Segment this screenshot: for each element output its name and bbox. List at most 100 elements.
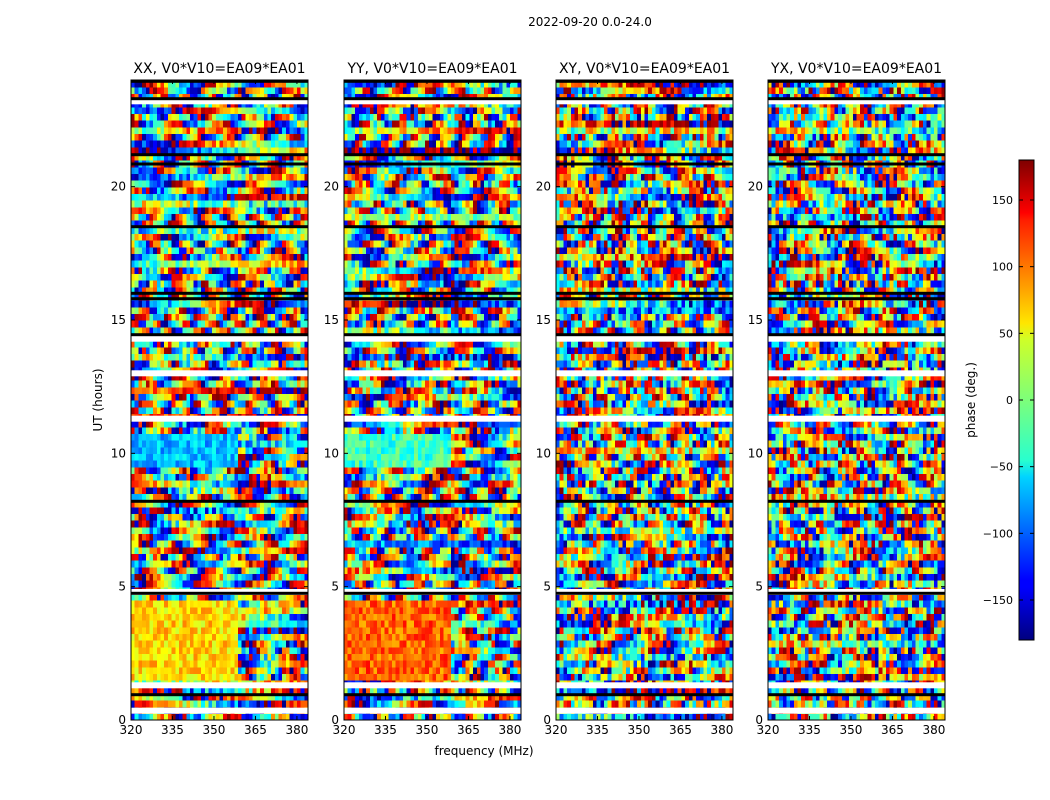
heatmap-cell xyxy=(293,513,298,521)
heatmap-cell xyxy=(186,626,191,634)
heatmap-cell xyxy=(223,653,228,661)
heatmap-cell xyxy=(167,626,173,634)
heatmap-cell xyxy=(296,153,302,161)
heatmap-cell xyxy=(153,300,158,308)
heatmap-cell xyxy=(134,260,139,268)
heatmap-cell xyxy=(274,306,280,314)
heatmap-cell xyxy=(260,86,265,94)
heatmap-cell xyxy=(237,600,243,608)
heatmap-cell xyxy=(175,573,180,581)
heatmap-cell xyxy=(153,340,158,348)
heatmap-cell xyxy=(271,293,276,301)
heatmap-cell xyxy=(193,460,198,468)
heatmap-cell xyxy=(149,653,154,661)
heatmap-cell xyxy=(296,340,302,348)
heatmap-cell xyxy=(263,293,269,301)
heatmap-cell xyxy=(293,573,298,581)
heatmap-cell xyxy=(219,666,224,674)
heatmap-cell xyxy=(193,106,198,114)
heatmap-cell xyxy=(138,433,143,441)
heatmap-cell xyxy=(215,473,221,481)
heatmap-cell xyxy=(267,653,272,661)
heatmap-cell xyxy=(296,546,302,554)
heatmap-cell xyxy=(164,206,169,214)
heatmap-cell xyxy=(156,713,162,721)
heatmap-cell xyxy=(241,713,246,721)
heatmap-cell xyxy=(417,713,423,721)
heatmap-cell xyxy=(278,93,283,101)
heatmap-cell xyxy=(245,80,250,88)
heatmap-cell xyxy=(149,126,154,134)
heatmap-cell xyxy=(271,606,276,614)
heatmap-cell xyxy=(178,700,184,708)
heatmap-cell xyxy=(245,293,250,301)
heatmap-cell xyxy=(293,446,298,454)
heatmap-cell xyxy=(219,433,224,441)
heatmap-cell xyxy=(153,166,158,174)
heatmap-cell xyxy=(245,553,250,561)
heatmap-cell xyxy=(208,520,213,528)
heatmap-cell xyxy=(201,400,206,408)
heatmap-cell xyxy=(201,180,206,188)
heatmap-cell xyxy=(304,660,309,668)
heatmap-cell xyxy=(274,186,280,194)
heatmap-cell xyxy=(245,453,250,461)
heatmap-cell xyxy=(241,373,246,381)
heatmap-cell xyxy=(252,306,257,314)
heatmap-cell xyxy=(204,526,210,534)
heatmap-cell xyxy=(175,380,180,388)
heatmap-cell xyxy=(263,546,269,554)
heatmap-cell xyxy=(245,406,250,414)
heatmap-cell xyxy=(278,113,283,121)
heatmap-cell xyxy=(153,653,158,661)
heatmap-cell xyxy=(304,260,309,268)
heatmap-cell xyxy=(282,506,287,514)
heatmap-cell xyxy=(223,633,228,641)
heatmap-cell xyxy=(245,466,250,474)
heatmap-cell xyxy=(160,540,165,548)
heatmap-cell xyxy=(171,206,176,214)
heatmap-cell xyxy=(153,180,158,188)
heatmap-cell xyxy=(223,713,228,721)
heatmap-cell xyxy=(164,233,169,241)
heatmap-cell xyxy=(293,686,298,694)
heatmap-cell xyxy=(226,146,232,154)
heatmap-cell xyxy=(256,613,261,621)
heatmap-cell xyxy=(171,646,176,654)
heatmap-cell xyxy=(178,286,184,294)
heatmap-cell xyxy=(300,253,305,261)
heatmap-cell xyxy=(223,153,228,161)
heatmap-cell xyxy=(487,686,493,694)
heatmap-cell xyxy=(138,226,143,234)
heatmap-cell xyxy=(304,320,309,328)
heatmap-cell xyxy=(134,546,139,554)
heatmap-cell xyxy=(204,593,210,601)
heatmap-cell xyxy=(285,133,291,141)
heatmap-cell xyxy=(190,606,195,614)
heatmap-cell xyxy=(421,673,426,681)
heatmap-cell xyxy=(234,686,239,694)
heatmap-cell xyxy=(171,440,176,448)
heatmap-cell xyxy=(495,713,500,721)
heatmap-cell xyxy=(145,646,151,654)
heatmap-cell xyxy=(215,573,221,581)
heatmap-cell xyxy=(230,440,235,448)
heatmap-cell xyxy=(237,593,243,601)
heatmap-cell xyxy=(204,186,210,194)
heatmap-cell xyxy=(296,240,302,248)
heatmap-cell xyxy=(171,120,176,128)
heatmap-cell xyxy=(278,193,283,201)
heatmap-cell xyxy=(178,106,184,114)
heatmap-cell xyxy=(274,293,280,301)
heatmap-cell xyxy=(190,460,195,468)
heatmap-cell xyxy=(197,620,202,628)
heatmap-cell xyxy=(167,153,173,161)
heatmap-cell xyxy=(380,700,386,708)
heatmap-cell xyxy=(138,193,143,201)
heatmap-cell xyxy=(190,393,195,401)
heatmap-cell xyxy=(271,593,276,601)
heatmap-cell xyxy=(193,553,198,561)
heatmap-cell xyxy=(296,313,302,321)
heatmap-cell xyxy=(293,246,298,254)
heatmap-cell xyxy=(175,560,180,568)
